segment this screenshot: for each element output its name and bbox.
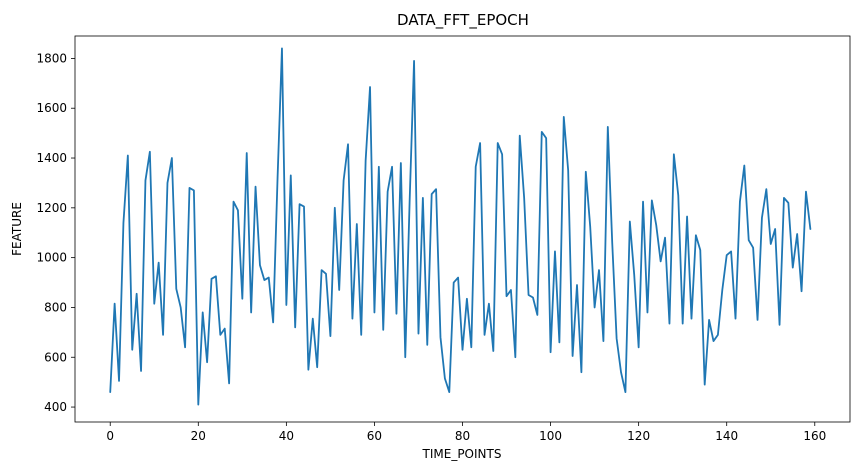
x-tick-label: 160: [803, 429, 826, 443]
x-tick-label: 20: [191, 429, 206, 443]
series-layer: [109, 47, 812, 406]
plot-frame: [74, 35, 851, 423]
y-tick-label: 1400: [36, 151, 67, 165]
x-tick-label: 80: [455, 429, 470, 443]
y-tick-label: 1800: [36, 51, 67, 65]
y-tick-label: 800: [44, 300, 67, 314]
x-tick-label: 60: [367, 429, 382, 443]
y-tick-label: 600: [44, 350, 67, 364]
y-tick-label: 1000: [36, 251, 67, 265]
x-tick-label: 100: [539, 429, 562, 443]
y-axis: 400 600 800 1000 1200 1400 1600 1800: [36, 51, 75, 414]
series-line: [109, 47, 812, 406]
y-axis-label: FEATURE: [10, 202, 24, 256]
y-tick-label: 1600: [36, 101, 67, 115]
x-axis-label: TIME_POINTS: [422, 447, 502, 461]
y-tick-label: 1200: [36, 201, 67, 215]
x-tick-label: 120: [627, 429, 650, 443]
x-axis: 0 20 40 60 80 100 120 140 160: [106, 422, 826, 443]
y-tick-label: 400: [44, 400, 67, 414]
x-tick-label: 0: [106, 429, 114, 443]
chart-title: DATA_FFT_EPOCH: [397, 11, 529, 30]
x-tick-label: 140: [715, 429, 738, 443]
x-tick-label: 40: [279, 429, 294, 443]
